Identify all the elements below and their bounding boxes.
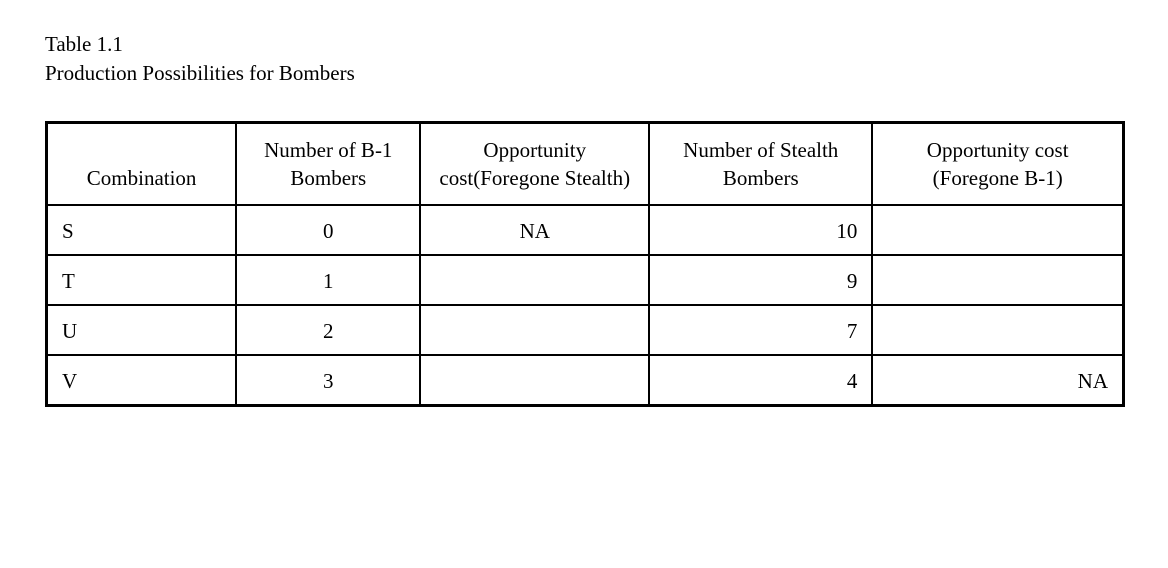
- cell-2-2: [420, 305, 649, 355]
- column-header-4: Opportunity cost (Foregone B-1): [872, 122, 1123, 205]
- column-header-3: Number of Stealth Bombers: [649, 122, 872, 205]
- cell-1-1: 1: [236, 255, 420, 305]
- header-row: CombinationNumber of B-1 BombersOpportun…: [47, 122, 1124, 205]
- column-header-1: Number of B-1 Bombers: [236, 122, 420, 205]
- cell-2-4: [872, 305, 1123, 355]
- cell-2-3: 7: [649, 305, 872, 355]
- cell-1-2: [420, 255, 649, 305]
- cell-0-3: 10: [649, 205, 872, 255]
- table-caption: Table 1.1 Production Possibilities for B…: [45, 30, 1123, 89]
- production-possibilities-table: CombinationNumber of B-1 BombersOpportun…: [45, 121, 1125, 407]
- table-title: Production Possibilities for Bombers: [45, 59, 1123, 88]
- column-header-0: Combination: [47, 122, 237, 205]
- table-row: U2 7: [47, 305, 1124, 355]
- table-row: V3 4NA: [47, 355, 1124, 405]
- cell-3-1: 3: [236, 355, 420, 405]
- cell-3-3: 4: [649, 355, 872, 405]
- column-header-2: Opportunity cost(Foregone Stealth): [420, 122, 649, 205]
- cell-2-1: 2: [236, 305, 420, 355]
- cell-3-2: [420, 355, 649, 405]
- cell-2-0: U: [47, 305, 237, 355]
- cell-3-0: V: [47, 355, 237, 405]
- cell-0-1: 0: [236, 205, 420, 255]
- table-row: S0NA10: [47, 205, 1124, 255]
- cell-0-2: NA: [420, 205, 649, 255]
- cell-1-3: 9: [649, 255, 872, 305]
- cell-0-0: S: [47, 205, 237, 255]
- cell-0-4: [872, 205, 1123, 255]
- table-header: CombinationNumber of B-1 BombersOpportun…: [47, 122, 1124, 205]
- table-row: T1 9: [47, 255, 1124, 305]
- table-number: Table 1.1: [45, 30, 1123, 59]
- cell-3-4: NA: [872, 355, 1123, 405]
- table-body: S0NA10T19U27V34NA: [47, 205, 1124, 405]
- cell-1-0: T: [47, 255, 237, 305]
- cell-1-4: [872, 255, 1123, 305]
